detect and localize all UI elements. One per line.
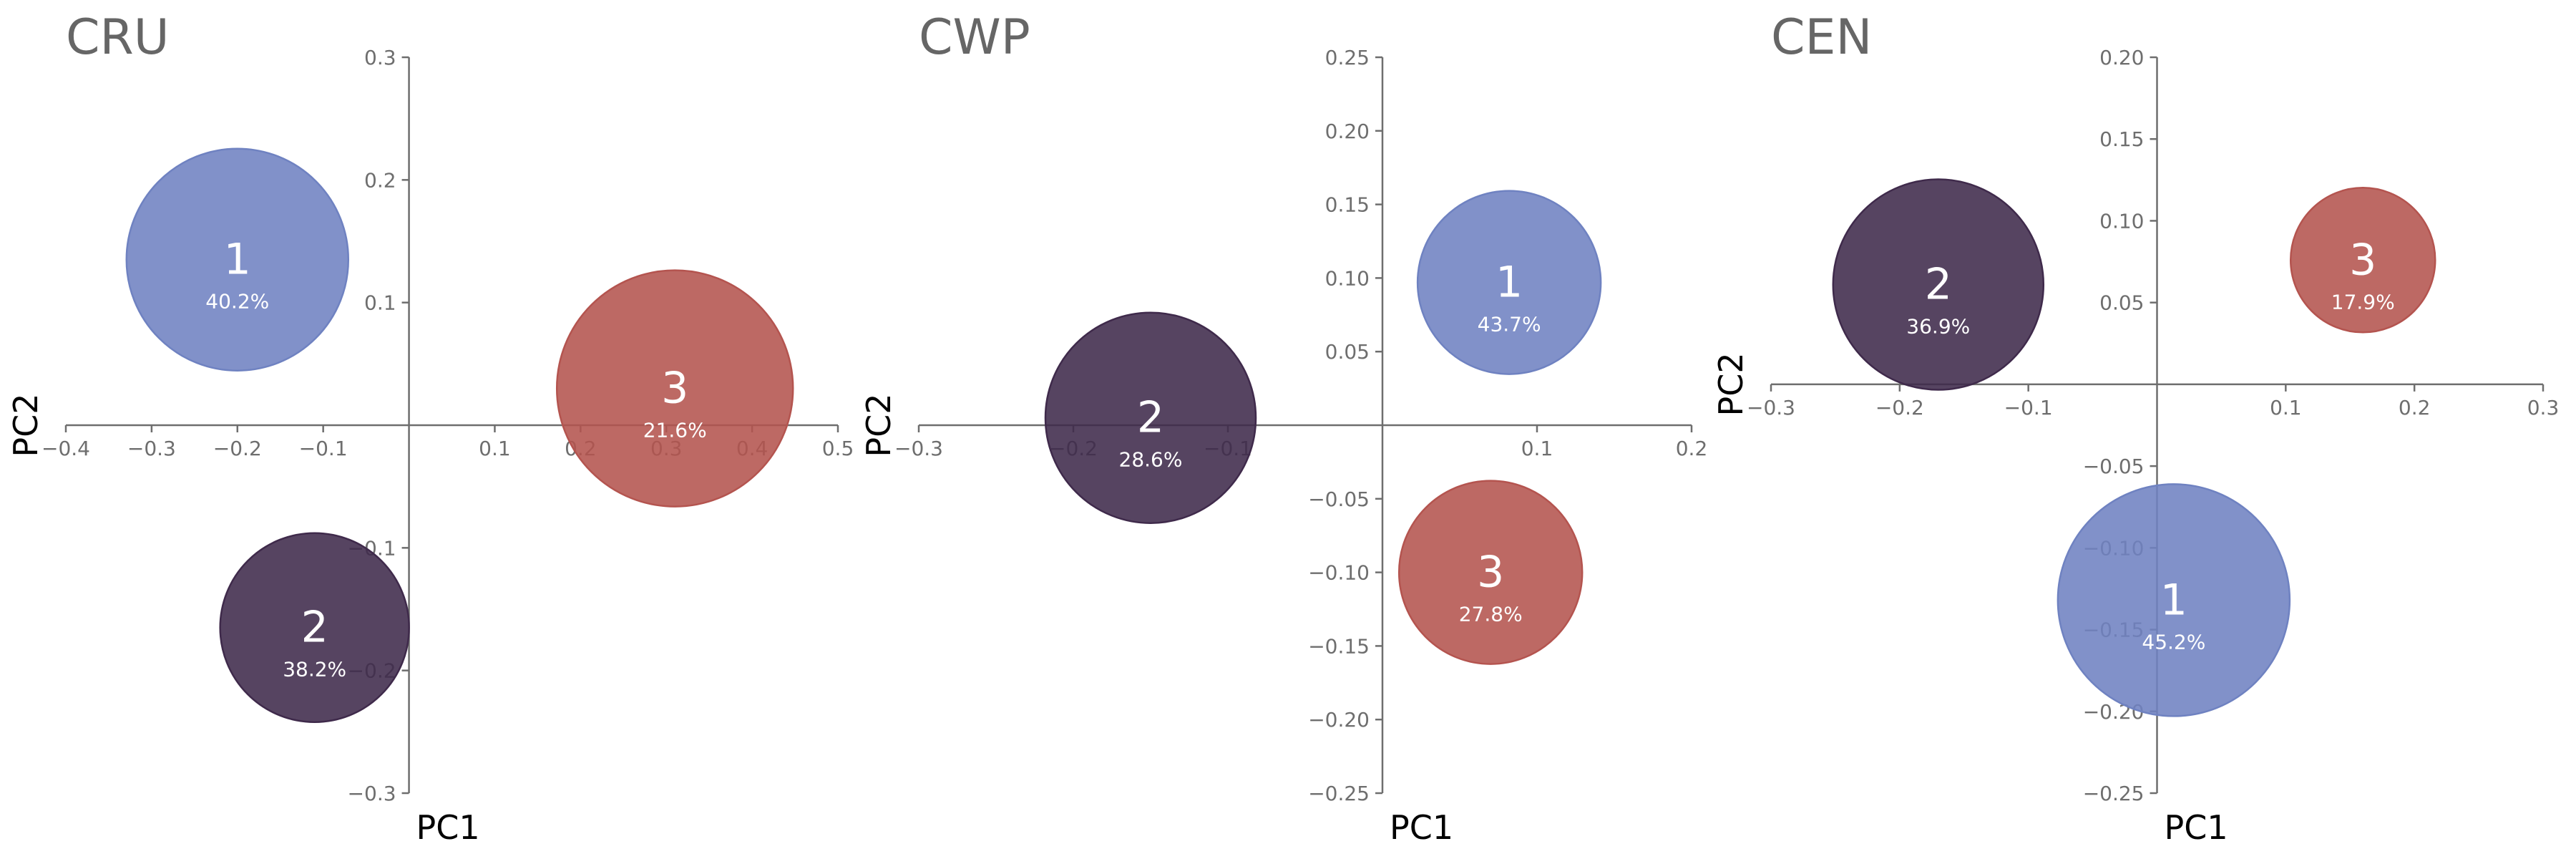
cluster-label: 1 bbox=[224, 235, 251, 285]
x-tick-label: −0.1 bbox=[299, 437, 348, 460]
y-tick-label: −0.05 bbox=[1308, 487, 1370, 511]
y-tick-label: 0.1 bbox=[364, 291, 396, 315]
x-tick-label: −0.2 bbox=[213, 437, 262, 460]
cluster-1-bubble: 1 45.2% bbox=[2057, 483, 2291, 717]
cluster-3-bubble: 3 27.8% bbox=[1397, 480, 1584, 665]
y-tick-label: 0.15 bbox=[2099, 127, 2144, 151]
panel-title: CWP bbox=[919, 9, 1030, 66]
y-tick-label: 0.15 bbox=[1325, 193, 1370, 217]
cluster-1-bubble: 1 40.2% bbox=[125, 147, 350, 372]
x-tick-label: −0.3 bbox=[894, 437, 943, 460]
panel-title: CRU bbox=[66, 9, 170, 66]
cluster-percent: 21.6% bbox=[643, 419, 707, 442]
panel-cwp: CWP−0.3−0.2−0.10.10.2−0.25−0.20−0.15−0.1… bbox=[859, 9, 1707, 847]
y-axis-label: PC2 bbox=[1712, 352, 1750, 416]
x-tick-label: −0.3 bbox=[1747, 396, 1795, 419]
cluster-point bbox=[1832, 178, 2045, 391]
cluster-3-bubble: 3 17.9% bbox=[2289, 187, 2436, 334]
x-tick-label: 0.2 bbox=[2399, 396, 2431, 419]
cluster-point bbox=[1416, 190, 1602, 375]
y-tick-label: −0.05 bbox=[2083, 455, 2145, 478]
y-tick-label: −0.10 bbox=[1308, 561, 1370, 585]
y-tick-label: 0.20 bbox=[2099, 46, 2144, 69]
x-tick-label: 0.2 bbox=[1676, 437, 1708, 460]
y-tick-label: 0.05 bbox=[2099, 291, 2144, 315]
y-axis-label: PC2 bbox=[859, 393, 898, 457]
cluster-percent: 38.2% bbox=[283, 658, 346, 681]
cluster-label: 2 bbox=[1137, 393, 1164, 443]
cluster-point bbox=[2289, 187, 2436, 334]
cluster-point bbox=[125, 147, 350, 372]
cluster-2-bubble: 2 36.9% bbox=[1832, 178, 2045, 391]
cluster-3-bubble: 3 21.6% bbox=[555, 269, 794, 508]
y-tick-label: 0.25 bbox=[1325, 46, 1370, 69]
cluster-2-bubble: 2 28.6% bbox=[1044, 311, 1257, 524]
cluster-1-bubble: 1 43.7% bbox=[1416, 190, 1602, 375]
cluster-label: 3 bbox=[2349, 235, 2376, 285]
x-axis-label: PC1 bbox=[2165, 808, 2228, 847]
y-tick-label: −0.20 bbox=[1308, 708, 1370, 732]
x-tick-label: 0.3 bbox=[2527, 396, 2560, 419]
y-tick-label: −0.25 bbox=[2083, 782, 2145, 805]
x-tick-label: 0.1 bbox=[1521, 437, 1553, 460]
panel-title: CEN bbox=[1771, 9, 1872, 66]
y-tick-label: 0.20 bbox=[1325, 120, 1370, 143]
cluster-point bbox=[1044, 311, 1257, 524]
y-tick-label: 0.2 bbox=[364, 168, 396, 192]
cluster-point bbox=[2057, 483, 2291, 717]
x-tick-label: 0.5 bbox=[822, 437, 854, 460]
y-tick-label: −0.25 bbox=[1308, 782, 1370, 805]
x-axis-label: PC1 bbox=[1390, 808, 1453, 847]
cluster-percent: 40.2% bbox=[205, 290, 269, 314]
cluster-point bbox=[219, 532, 410, 723]
y-tick-label: 0.3 bbox=[364, 46, 396, 69]
y-axis-label: PC2 bbox=[6, 393, 45, 457]
cluster-percent: 27.8% bbox=[1459, 603, 1523, 626]
y-tick-label: 0.05 bbox=[1325, 340, 1370, 364]
x-tick-label: −0.1 bbox=[2004, 396, 2053, 419]
cluster-percent: 43.7% bbox=[1478, 313, 1541, 336]
x-tick-label: 0.1 bbox=[2270, 396, 2302, 419]
cluster-label: 1 bbox=[1496, 258, 1523, 308]
panel-cru: CRU−0.4−0.3−0.2−0.10.10.20.30.40.5−0.3−0… bbox=[6, 9, 854, 847]
cluster-label: 1 bbox=[2160, 575, 2187, 625]
x-tick-label: −0.2 bbox=[1875, 396, 1924, 419]
cluster-point bbox=[555, 269, 794, 508]
y-tick-label: 0.10 bbox=[1325, 266, 1370, 290]
cluster-label: 3 bbox=[1477, 548, 1504, 598]
x-axis-label: PC1 bbox=[416, 808, 480, 847]
cluster-percent: 17.9% bbox=[2331, 290, 2395, 314]
cluster-percent: 45.2% bbox=[2142, 630, 2205, 654]
x-tick-label: −0.3 bbox=[127, 437, 176, 460]
cluster-2-bubble: 2 38.2% bbox=[219, 532, 410, 723]
x-tick-label: 0.1 bbox=[479, 437, 511, 460]
cluster-label: 2 bbox=[1925, 260, 1952, 310]
cluster-percent: 36.9% bbox=[1906, 315, 1970, 339]
y-tick-label: 0.10 bbox=[2099, 209, 2144, 233]
y-tick-label: −0.3 bbox=[348, 782, 396, 805]
y-tick-label: −0.15 bbox=[1308, 634, 1370, 658]
cluster-point bbox=[1397, 480, 1584, 665]
x-tick-label: −0.4 bbox=[42, 437, 90, 460]
cluster-percent: 28.6% bbox=[1119, 448, 1183, 472]
cluster-label: 2 bbox=[301, 603, 328, 653]
panel-cen: CEN−0.3−0.2−0.10.10.20.3−0.25−0.20−0.15−… bbox=[1712, 9, 2559, 847]
cluster-label: 3 bbox=[661, 364, 688, 414]
